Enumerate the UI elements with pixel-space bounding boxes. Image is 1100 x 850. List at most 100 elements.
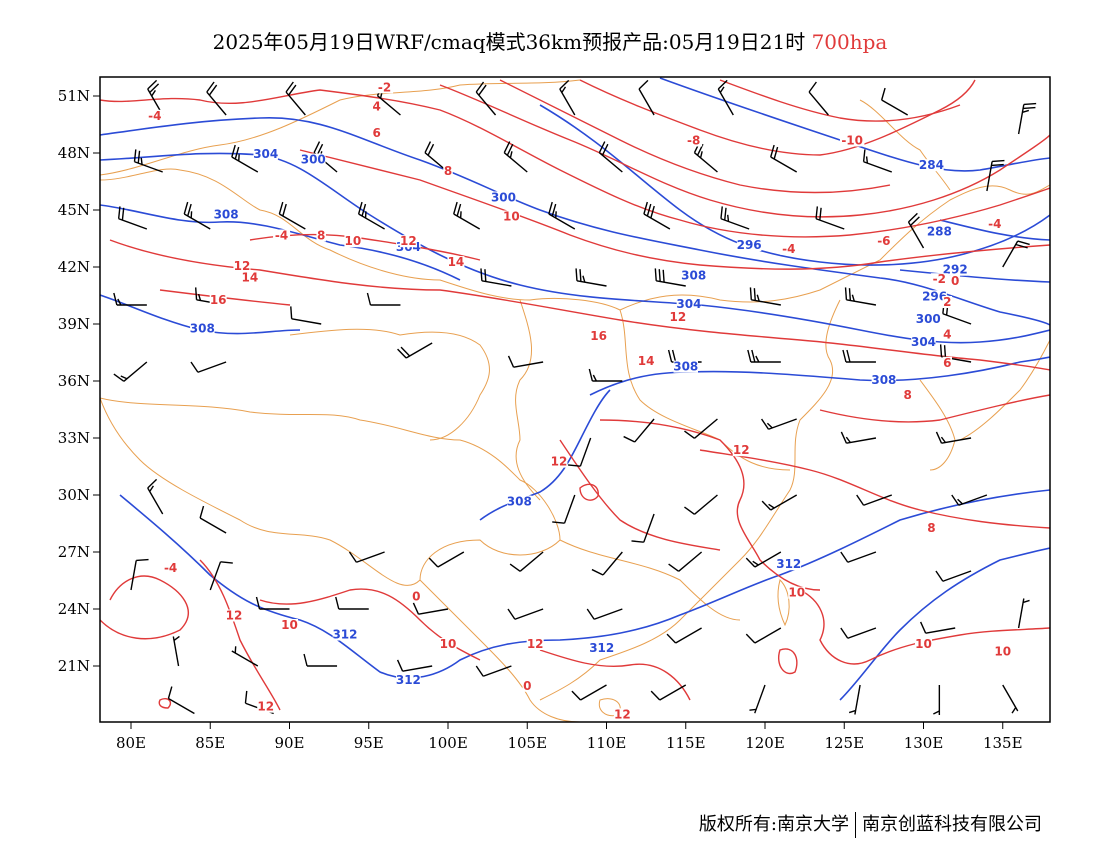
wind-barb xyxy=(907,212,925,249)
lon-tick-label: 115E xyxy=(666,734,706,752)
contour-label: 10 xyxy=(345,234,362,248)
wind-barb xyxy=(1002,684,1019,714)
wind-barb xyxy=(919,621,956,634)
contour-label: -4 xyxy=(782,242,795,256)
temp-contour-17 xyxy=(799,589,1050,665)
label-bg xyxy=(681,269,706,282)
label-bg xyxy=(942,296,953,308)
wind-barb xyxy=(745,627,782,644)
contour-label: 4 xyxy=(943,327,951,341)
contour-label: 14 xyxy=(638,354,655,368)
temp-contour-12 xyxy=(699,449,1050,529)
contour-label: 14 xyxy=(242,270,259,284)
contour-label: 12 xyxy=(527,637,544,651)
copyright-right: 南京创蓝科技有限公司 xyxy=(862,814,1042,835)
contour-label: 312 xyxy=(332,628,357,642)
lat-tick-label: 36N xyxy=(58,372,90,390)
lon-tick-label: 100E xyxy=(428,734,468,752)
boundary-southeast-asia xyxy=(419,579,581,722)
wind-barb xyxy=(848,684,861,715)
label-bg xyxy=(213,208,239,221)
label-bg xyxy=(589,641,614,654)
wind-barb xyxy=(130,558,149,591)
boundary-tibet-north xyxy=(289,328,490,441)
label-bg xyxy=(225,609,243,622)
wind-barb xyxy=(1017,102,1037,135)
label-bg xyxy=(950,275,960,288)
label-bg xyxy=(399,235,417,248)
boundary-lines xyxy=(100,79,1050,722)
wind-barb xyxy=(668,551,703,572)
height-contour-312 xyxy=(119,489,1050,679)
contour-label: -4 xyxy=(275,229,288,243)
wind-barb xyxy=(654,268,686,287)
temp-contour-18 xyxy=(539,649,691,701)
label-bg xyxy=(273,229,291,242)
boundary-korea xyxy=(919,379,956,471)
contour-label: -2 xyxy=(933,272,946,286)
label-bg xyxy=(241,271,259,284)
wind-barb xyxy=(503,141,528,173)
contour-label: 308 xyxy=(507,495,532,509)
wind-barb xyxy=(840,627,877,639)
wind-barb xyxy=(935,431,972,444)
wind-barb xyxy=(631,513,655,543)
label-bg xyxy=(522,679,532,692)
contour-label: 10 xyxy=(281,618,298,632)
temp-contour-1 xyxy=(100,89,1050,238)
label-bg xyxy=(233,259,251,272)
contour-label: -8 xyxy=(687,134,700,148)
contour-label: 10 xyxy=(503,210,520,224)
contour-label: 308 xyxy=(871,373,896,387)
label-bg xyxy=(190,322,215,335)
lat-tick-label: 27N xyxy=(58,543,90,561)
wind-barb xyxy=(290,306,322,325)
wind-barb xyxy=(623,418,655,443)
contour-label: 12 xyxy=(551,455,568,469)
copyright: 版权所有:南京大学 南京创蓝科技有限公司 xyxy=(699,810,1042,838)
wind-barb xyxy=(951,494,988,506)
wind-barb xyxy=(840,551,877,563)
contour-label: 312 xyxy=(776,557,801,571)
contour-label: 10 xyxy=(994,645,1011,659)
wind-barb xyxy=(552,494,576,524)
wind-barb xyxy=(113,292,147,306)
wind-barb xyxy=(231,646,259,667)
label-bg xyxy=(146,109,164,122)
boundary-japan xyxy=(959,339,1050,441)
wind-barb xyxy=(366,292,401,306)
contour-label: 312 xyxy=(589,641,614,655)
contour-label: 308 xyxy=(673,360,698,374)
contour-label: 12 xyxy=(234,259,251,273)
label-bg xyxy=(411,590,422,603)
label-bg xyxy=(669,311,687,324)
label-bg xyxy=(507,495,532,508)
label-bg xyxy=(209,294,227,307)
wind-barb xyxy=(588,368,623,382)
label-bg xyxy=(736,239,762,251)
lon-tick-label: 95E xyxy=(354,734,384,752)
contour-label: -2 xyxy=(378,80,391,94)
label-bg xyxy=(871,373,897,386)
contour-label: 296 xyxy=(737,238,762,252)
wind-barb xyxy=(397,342,433,359)
wind-barb xyxy=(862,149,893,173)
lon-tick-label: 105E xyxy=(507,734,547,752)
lon-tick-label: 130E xyxy=(904,734,944,752)
temp-contour-19 xyxy=(579,483,599,501)
wind-barb xyxy=(666,627,702,644)
contour-label: 8 xyxy=(903,388,911,402)
wind-barb xyxy=(190,361,227,373)
copyright-left: 版权所有:南京大学 xyxy=(698,814,849,835)
temp-contour-13 xyxy=(819,394,1050,423)
contour-label: -10 xyxy=(841,134,863,148)
label-bg xyxy=(590,330,608,343)
boundary-internal-3 xyxy=(559,539,741,621)
label-bg xyxy=(162,562,180,574)
contour-label: 288 xyxy=(927,225,952,239)
contour-label: 6 xyxy=(943,356,951,370)
lat-tick-label: 30N xyxy=(58,486,90,504)
lat-tick-label: 33N xyxy=(58,429,90,447)
contour-label: 308 xyxy=(681,268,706,282)
wind-barb xyxy=(285,81,306,116)
